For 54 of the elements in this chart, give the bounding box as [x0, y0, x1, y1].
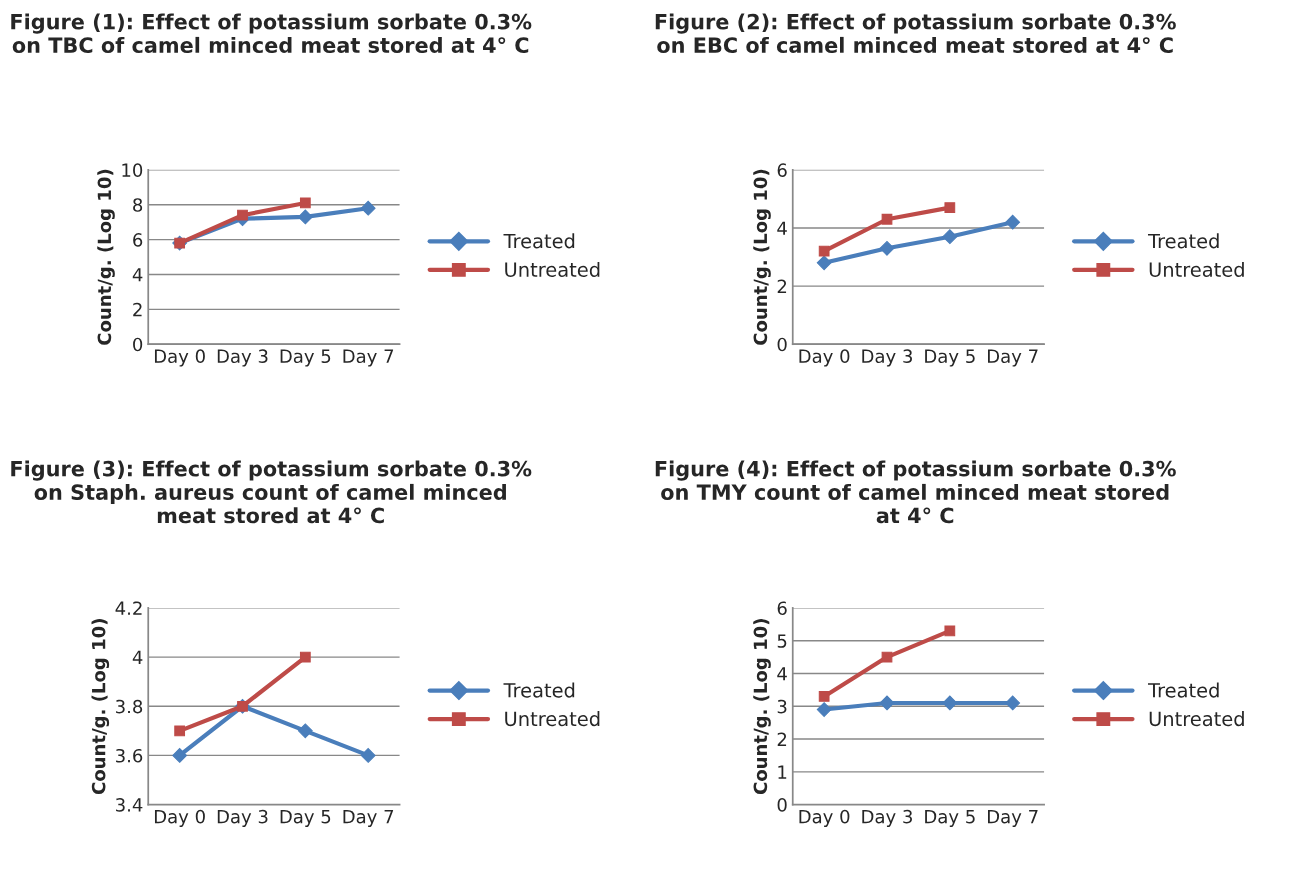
y-tick-label: 4 — [777, 221, 787, 235]
y-tick-label: 6 — [777, 163, 787, 177]
x-tick-label: Day 0 — [799, 349, 850, 367]
chart-title: Figure (1): Effect of potassium sorbate 0.3% on TBC of camel minced meat stored at 4° C — [11, 13, 532, 54]
y-tick-label: 4.2 — [115, 601, 142, 615]
legend-label: Untreated — [505, 261, 600, 277]
legend-label: Untreated — [1149, 711, 1244, 727]
x-tick-label: Day 7 — [343, 349, 394, 367]
y-tick-label: 0 — [133, 337, 143, 352]
y-tick-label: 3.6 — [116, 748, 143, 763]
x-tick-label: Day 5 — [925, 810, 975, 827]
y-tick-label: 0 — [777, 798, 787, 812]
legend-label: Treated — [503, 682, 575, 698]
y-tick-label: 4 — [132, 268, 143, 282]
legend-label: Untreated — [1149, 261, 1244, 277]
legend-label: Treated — [503, 233, 575, 249]
chart-title: Figure (4): Effect of potassium sorbate 0.3% on TMY count of camel minced meat stored at 4° C — [655, 460, 1176, 524]
x-tick-label: Day 7 — [988, 810, 1038, 827]
x-tick-label: Day 5 — [925, 349, 975, 367]
x-tick-label: Day 0 — [154, 809, 205, 827]
legend-label: Treated — [1147, 682, 1219, 698]
x-tick-label: Day 0 — [154, 349, 205, 367]
y-tick-label: 4 — [132, 650, 143, 664]
x-tick-label: Day 7 — [343, 810, 394, 827]
x-tick-label: Day 5 — [280, 810, 331, 827]
y-tick-label: 2 — [133, 302, 142, 317]
x-tick-label: Day 3 — [217, 809, 268, 827]
y-tick-label: 6 — [133, 233, 143, 247]
y-tick-label: 2 — [777, 279, 787, 293]
x-tick-label: Day 3 — [217, 349, 268, 367]
x-tick-label: Day 3 — [862, 809, 912, 827]
x-tick-label: Day 3 — [862, 349, 912, 367]
y-tick-label: 0 — [777, 337, 787, 352]
y-tick-label: 5 — [777, 634, 787, 648]
y-tick-label: 8 — [133, 198, 143, 212]
y-axis-title: Count/g. (Log 10) — [753, 619, 771, 795]
y-tick-label: 6 — [777, 601, 787, 616]
x-tick-label: Day 5 — [280, 349, 331, 367]
chart-title: Figure (2): Effect of potassium sorbate 0.3% on EBC of camel minced meat stored at 4° C — [655, 13, 1176, 54]
x-tick-label: Day 7 — [988, 349, 1038, 367]
y-tick-label: 2 — [777, 732, 787, 746]
y-tick-label: 3.4 — [116, 798, 143, 812]
chart-title: Figure (3): Effect of potassium sorbate 0.3% on Staph. aureus count of camel minced meat stored at 4° C — [11, 460, 532, 524]
y-tick-label: 3.8 — [116, 699, 143, 714]
legend-label: Treated — [1147, 233, 1219, 249]
y-axis-title: Count/g. (Log 10) — [91, 619, 110, 795]
y-tick-label: 4 — [777, 667, 787, 681]
x-tick-label: Day 0 — [799, 809, 850, 827]
legend-label: Untreated — [505, 711, 600, 727]
y-tick-label: 1 — [778, 765, 787, 779]
y-tick-label: 3 — [777, 699, 787, 714]
y-tick-label: 10 — [122, 163, 143, 177]
y-axis-title: Count/g. (Log 10) — [97, 169, 115, 345]
y-axis-title: Count/g. (Log 10) — [753, 169, 771, 345]
